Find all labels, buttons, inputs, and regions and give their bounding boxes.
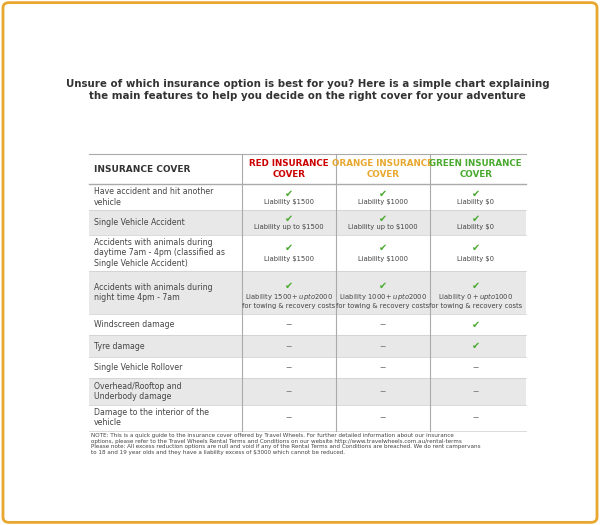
Text: Liability $0 + up to $1000
for towing & recovery costs: Liability $0 + up to $1000 for towing & …: [429, 291, 523, 309]
Text: –: –: [286, 361, 292, 374]
Text: ORANGE INSURANCE
COVER: ORANGE INSURANCE COVER: [332, 160, 433, 179]
Text: –: –: [380, 411, 386, 424]
Text: Liability $1500: Liability $1500: [264, 198, 314, 205]
Text: ✔: ✔: [472, 281, 480, 291]
Text: –: –: [473, 411, 479, 424]
Text: –: –: [380, 361, 386, 374]
Text: Overhead/Rooftop and
Underbody damage: Overhead/Rooftop and Underbody damage: [94, 382, 181, 401]
Text: ✔: ✔: [379, 243, 387, 253]
Text: RED INSURANCE
COVER: RED INSURANCE COVER: [249, 160, 329, 179]
Text: ✔: ✔: [379, 281, 387, 291]
Text: ✔: ✔: [379, 188, 387, 198]
Text: ✔: ✔: [285, 281, 293, 291]
Bar: [89, 271, 526, 314]
Bar: [89, 210, 526, 235]
Bar: [89, 335, 526, 357]
Text: Single Vehicle Accident: Single Vehicle Accident: [94, 218, 184, 227]
Text: –: –: [286, 318, 292, 331]
Text: Liability $1500 + up to $2000
for towing & recovery costs: Liability $1500 + up to $2000 for towing…: [242, 291, 335, 309]
Text: Accidents with animals during
night time 4pm - 7am: Accidents with animals during night time…: [94, 282, 212, 302]
Text: Liability $1500: Liability $1500: [264, 256, 314, 262]
Text: Liability $1000: Liability $1000: [358, 198, 408, 205]
Text: Damage to the interior of the
vehicle: Damage to the interior of the vehicle: [94, 408, 209, 427]
Text: Tyre damage: Tyre damage: [94, 342, 144, 351]
Text: ✔: ✔: [285, 214, 293, 224]
Text: Have accident and hit another
vehicle: Have accident and hit another vehicle: [94, 187, 213, 207]
Text: Single Vehicle Rollover: Single Vehicle Rollover: [94, 363, 182, 372]
Text: ✔: ✔: [472, 214, 480, 224]
Text: Liability $1000 + up to $2000
for towing & recovery costs: Liability $1000 + up to $2000 for towing…: [337, 291, 430, 309]
Text: ✔: ✔: [472, 341, 480, 351]
Text: –: –: [380, 340, 386, 353]
Text: –: –: [473, 385, 479, 398]
Text: Accidents with animals during
daytime 7am - 4pm (classified as
Single Vehicle Ac: Accidents with animals during daytime 7a…: [94, 238, 224, 268]
Text: INSURANCE COVER: INSURANCE COVER: [94, 165, 190, 174]
Text: ✔: ✔: [472, 320, 480, 330]
Bar: [89, 379, 526, 405]
Text: Liability $1000: Liability $1000: [358, 256, 408, 262]
Text: Liability up to $1500: Liability up to $1500: [254, 224, 324, 230]
Text: –: –: [286, 340, 292, 353]
Text: –: –: [286, 411, 292, 424]
Text: NOTE: This is a quick guide to the insurance cover offered by Travel Wheels. For: NOTE: This is a quick guide to the insur…: [91, 433, 481, 455]
Text: –: –: [380, 318, 386, 331]
Text: Liability $0: Liability $0: [457, 256, 494, 262]
Text: ✔: ✔: [285, 243, 293, 253]
Text: ✔: ✔: [285, 188, 293, 198]
Text: Unsure of which insurance option is best for you? Here is a simple chart explain: Unsure of which insurance option is best…: [65, 79, 550, 101]
Text: Liability $0: Liability $0: [457, 198, 494, 205]
Text: Liability $0: Liability $0: [457, 224, 494, 230]
Text: ✔: ✔: [472, 188, 480, 198]
Text: Liability up to $1000: Liability up to $1000: [348, 224, 418, 230]
Text: –: –: [286, 385, 292, 398]
Text: –: –: [380, 385, 386, 398]
Text: –: –: [473, 361, 479, 374]
Text: ✔: ✔: [379, 214, 387, 224]
Text: ✔: ✔: [472, 243, 480, 253]
Text: GREEN INSURANCE
COVER: GREEN INSURANCE COVER: [430, 160, 522, 179]
Text: Windscreen damage: Windscreen damage: [94, 320, 174, 329]
